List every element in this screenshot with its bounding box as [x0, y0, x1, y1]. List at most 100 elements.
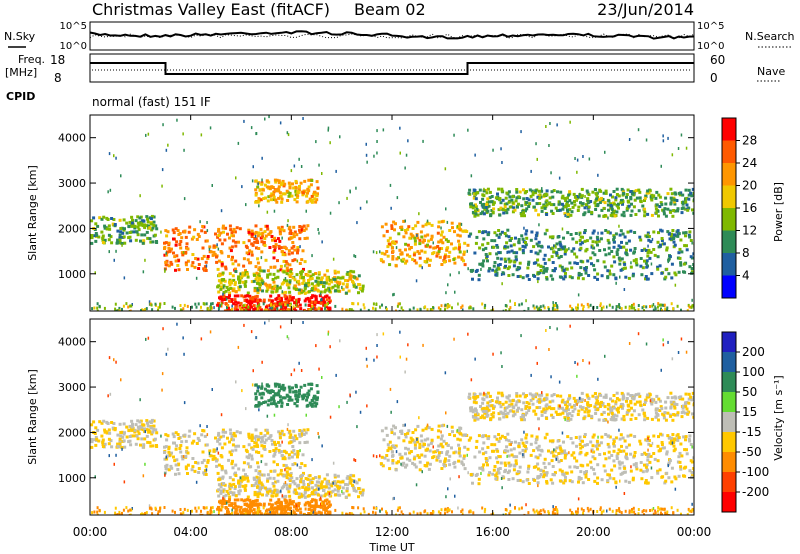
power-echo-cell	[617, 194, 621, 198]
power-echo-cell	[580, 194, 584, 198]
power-echo-cell	[133, 224, 137, 228]
power-noise-cell	[597, 173, 599, 177]
velocity-echo-cell	[612, 413, 616, 417]
velocity-echo-cell	[261, 493, 264, 497]
velocity-echo-cell	[235, 512, 239, 515]
power-echo-cell	[557, 248, 561, 251]
velocity-echo-cell	[577, 409, 581, 413]
velocity-echo-cell	[668, 459, 672, 463]
velocity-echo-cell	[606, 407, 610, 411]
velocity-echo-cell	[572, 451, 576, 455]
power-echo-cell	[669, 196, 673, 200]
velocity-echo-cell	[273, 452, 277, 456]
power-echo-cell	[131, 218, 134, 222]
power-echo-cell	[499, 257, 503, 261]
velocity-echo-cell	[629, 452, 633, 456]
power-echo-cell	[682, 231, 686, 235]
power-echo-cell	[558, 208, 562, 212]
power-ground-cell	[263, 309, 266, 311]
power-echo-cell	[314, 193, 318, 197]
power-echo-cell	[469, 205, 473, 209]
power-echo-cell	[570, 266, 574, 270]
power-echo-cell	[289, 236, 293, 240]
velocity-echo-cell	[205, 443, 209, 447]
power-ground-cell	[611, 305, 614, 309]
velocity-echo-cell	[175, 444, 179, 448]
power-echo-cell	[100, 217, 104, 221]
power-echo-cell	[664, 275, 668, 279]
power-echo-cell	[293, 198, 297, 202]
power-echo-cell	[520, 214, 524, 218]
power-echo-cell	[512, 206, 516, 210]
velocity-echo-cell	[228, 428, 232, 432]
velocity-echo-cell	[302, 433, 306, 436]
power-noise-cell	[218, 309, 220, 311]
velocity-echo-cell	[228, 440, 231, 444]
power-echo-cell	[536, 195, 540, 199]
power-echo-cell	[202, 254, 206, 258]
power-ground-cell	[582, 305, 585, 308]
power-ground-cell	[385, 307, 388, 311]
power-echo-cell	[505, 211, 509, 215]
power-echo-cell	[222, 291, 226, 294]
power-echo-cell	[266, 275, 270, 279]
power-echo-cell	[592, 246, 596, 250]
power-echo-cell	[257, 278, 261, 282]
velocity-echo-cell	[270, 396, 274, 400]
power-ground-cell	[408, 308, 411, 311]
velocity-echo-cell	[269, 498, 273, 502]
power-echo-cell	[406, 253, 409, 257]
power-noise-cell	[205, 264, 208, 268]
power-echo-cell	[317, 289, 320, 293]
velocity-echo-cell	[564, 403, 568, 406]
velocity-echo-cell	[206, 459, 210, 462]
power-ground-cell	[346, 309, 349, 311]
velocity-echo-cell	[357, 487, 361, 490]
velocity-echo-cell	[243, 486, 247, 490]
velocity-echo-cell	[239, 505, 243, 509]
velocity-echo-cell	[293, 452, 297, 456]
power-echo-cell	[315, 276, 319, 280]
power-echo-cell	[262, 241, 266, 244]
power-ground-cell	[118, 309, 121, 311]
power-echo-cell	[436, 231, 440, 235]
power-echo-cell	[273, 178, 277, 182]
power-echo-cell	[659, 201, 663, 205]
power-ground-cell	[141, 308, 144, 311]
power-echo-cell	[200, 257, 204, 261]
power-echo-cell	[268, 285, 272, 289]
velocity-echo-cell	[322, 507, 326, 511]
power-noise-cell	[258, 204, 260, 208]
velocity-echo-cell	[268, 450, 272, 453]
velocity-echo-cell	[437, 444, 441, 448]
velocity-echo-cell	[242, 499, 246, 503]
power-echo-cell	[112, 218, 116, 221]
power-echo-cell	[314, 200, 318, 204]
power-echo-cell	[358, 286, 362, 290]
velocity-echo-cell	[639, 403, 643, 407]
power-ground-cell	[440, 304, 443, 308]
power-ground-cell	[201, 309, 204, 311]
velocity-echo-cell	[242, 461, 246, 465]
power-echo-cell	[562, 268, 566, 272]
power-echo-cell	[310, 194, 314, 198]
velocity-echo-cell	[200, 461, 204, 465]
power-noise-cell	[660, 164, 662, 168]
velocity-echo-cell	[459, 432, 463, 436]
power-echo-cell	[277, 226, 281, 230]
velocity-echo-cell	[177, 437, 181, 440]
velocity-echo-cell	[486, 401, 490, 405]
noise-left-label: N.Sky	[4, 30, 36, 43]
power-echo-cell	[653, 253, 657, 257]
power-ground-cell	[556, 308, 559, 311]
power-echo-cell	[420, 235, 424, 239]
power-echo-cell	[478, 188, 482, 192]
velocity-echo-cell	[573, 404, 576, 407]
velocity-echo-cell	[633, 402, 637, 406]
power-echo-cell	[178, 243, 182, 246]
power-echo-cell	[130, 224, 134, 228]
power-echo-cell	[140, 233, 144, 237]
velocity-echo-cell	[692, 456, 694, 460]
velocity-echo-cell	[296, 450, 300, 453]
power-echo-cell	[434, 246, 438, 250]
